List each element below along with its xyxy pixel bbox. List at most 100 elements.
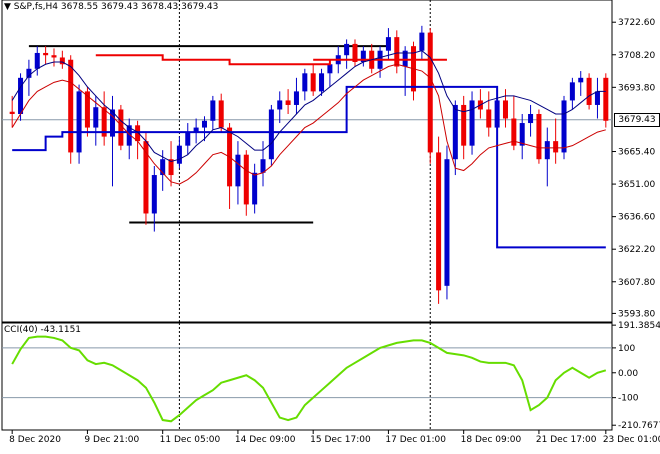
candle-body-41 bbox=[352, 43, 358, 62]
dropdown-arrow-icon[interactable]: ▼ bbox=[4, 2, 11, 12]
y-tick-label-6: 3636.60 bbox=[618, 213, 655, 223]
candle-body-5 bbox=[51, 55, 57, 58]
symbol-header: ▼ S&P,fs,H4 3678.55 3679.43 3678.43 3679… bbox=[4, 2, 218, 12]
candle-body-47 bbox=[402, 50, 408, 67]
x-tick-label-3: 14 Dec 09:00 bbox=[235, 435, 296, 445]
candle-body-59 bbox=[502, 100, 508, 119]
candle-body-11 bbox=[101, 107, 107, 137]
cci-header: CCI(40) -43.1151 bbox=[4, 325, 82, 335]
y-tick-label-0: 3722.60 bbox=[618, 18, 655, 28]
cci-tick-label-3: -100 bbox=[618, 394, 639, 404]
candle-body-25 bbox=[218, 100, 224, 128]
candle-body-54 bbox=[461, 104, 467, 146]
y-tick-label-4: 3665.40 bbox=[618, 148, 655, 158]
candle-body-15 bbox=[135, 125, 141, 142]
cci-line bbox=[11, 335, 607, 423]
candle-body-4 bbox=[43, 52, 49, 56]
x-tick-label-6: 18 Dec 09:00 bbox=[461, 435, 522, 445]
candle-body-32 bbox=[277, 100, 283, 110]
candle-body-49 bbox=[419, 32, 425, 51]
candle-body-51 bbox=[436, 152, 442, 291]
candle-body-34 bbox=[293, 91, 299, 105]
candle-body-40 bbox=[344, 43, 350, 56]
candle-body-66 bbox=[561, 100, 567, 153]
candle-body-23 bbox=[201, 120, 207, 128]
cci-tick-label-0: 191.3854 bbox=[618, 321, 660, 331]
x-tick-label-4: 15 Dec 17:00 bbox=[310, 435, 371, 445]
candle-body-33 bbox=[285, 100, 291, 105]
candle-body-20 bbox=[176, 145, 182, 164]
candle-body-13 bbox=[118, 109, 124, 146]
candles bbox=[9, 25, 609, 304]
candle-body-10 bbox=[93, 107, 99, 128]
y-tick-label-7: 3622.20 bbox=[618, 245, 655, 255]
candle-body-37 bbox=[319, 73, 325, 92]
candle-body-7 bbox=[68, 59, 74, 153]
candle-body-9 bbox=[84, 91, 90, 128]
candle-body-67 bbox=[569, 82, 575, 101]
candle-body-50 bbox=[427, 32, 433, 153]
indicator-lines bbox=[11, 50, 606, 249]
candle-body-69 bbox=[586, 77, 592, 105]
candle-body-71 bbox=[603, 77, 609, 121]
symbol-info: S&P,fs,H4 3678.55 3679.43 3678.43 3679.4… bbox=[13, 2, 219, 12]
y-tick-label-5: 3651.00 bbox=[618, 180, 655, 190]
candle-body-64 bbox=[544, 141, 550, 160]
candle-body-21 bbox=[185, 132, 191, 146]
cci-tick-label-1: 100 bbox=[618, 344, 635, 354]
candle-body-38 bbox=[327, 64, 333, 74]
candle-body-14 bbox=[126, 125, 132, 146]
y-tick-label-2: 3693.80 bbox=[618, 83, 655, 93]
candle-body-70 bbox=[594, 91, 600, 105]
main-panel-border bbox=[1, 0, 613, 323]
candle-body-18 bbox=[160, 159, 166, 176]
candle-body-68 bbox=[578, 77, 584, 83]
cci-tick-label-2: 0.00 bbox=[618, 369, 638, 379]
candle-body-17 bbox=[151, 175, 157, 214]
candle-body-42 bbox=[360, 50, 366, 62]
cci-panel bbox=[2, 335, 612, 423]
axes: 3722.60 3708.20 3693.80 3665.40 3651.00 3636.… bbox=[9, 18, 660, 445]
y-tick-label-9: 3593.80 bbox=[618, 309, 655, 319]
x-tick-label-2: 11 Dec 05:00 bbox=[160, 435, 221, 445]
candle-body-53 bbox=[452, 104, 458, 160]
candle-body-28 bbox=[243, 154, 249, 205]
x-tick-label-5: 17 Dec 01:00 bbox=[385, 435, 446, 445]
cci-tick-label-4: -210.7677 bbox=[618, 421, 660, 431]
candle-body-35 bbox=[302, 73, 308, 92]
x-tick-label-8: 23 Dec 01:00 bbox=[603, 435, 660, 445]
candle-body-29 bbox=[252, 172, 258, 205]
cci-panel-border bbox=[1, 322, 613, 431]
candle-body-22 bbox=[193, 127, 199, 133]
resistance-line bbox=[95, 54, 447, 66]
candle-body-45 bbox=[385, 37, 391, 51]
y-tick-label-1: 3708.20 bbox=[618, 51, 655, 61]
candle-body-60 bbox=[511, 118, 517, 146]
candle-body-57 bbox=[486, 109, 492, 128]
candle-body-27 bbox=[235, 154, 241, 187]
ma-fast-line bbox=[11, 50, 606, 163]
candle-body-12 bbox=[110, 109, 116, 137]
y-tick-label-8: 3607.80 bbox=[618, 278, 655, 288]
x-tick-label-7: 21 Dec 17:00 bbox=[536, 435, 597, 445]
x-tick-label-0: 8 Dec 2020 bbox=[9, 435, 61, 445]
candle-body-55 bbox=[469, 100, 475, 146]
candle-body-36 bbox=[310, 73, 316, 92]
candle-body-0 bbox=[9, 111, 15, 114]
candle-body-3 bbox=[34, 52, 40, 69]
candle-body-2 bbox=[26, 68, 32, 78]
candle-body-24 bbox=[210, 100, 216, 121]
x-tick-label-1: 9 Dec 21:00 bbox=[84, 435, 139, 445]
candle-body-1 bbox=[18, 77, 24, 114]
candle-body-19 bbox=[168, 159, 174, 176]
candle-body-30 bbox=[260, 159, 266, 173]
candle-body-16 bbox=[143, 141, 149, 214]
ma-slow-line bbox=[11, 63, 606, 185]
candle-body-63 bbox=[536, 114, 542, 160]
candle-body-62 bbox=[528, 114, 534, 124]
candle-body-6 bbox=[59, 57, 65, 65]
chart-frame bbox=[1, 0, 613, 431]
candle-body-61 bbox=[519, 123, 525, 146]
